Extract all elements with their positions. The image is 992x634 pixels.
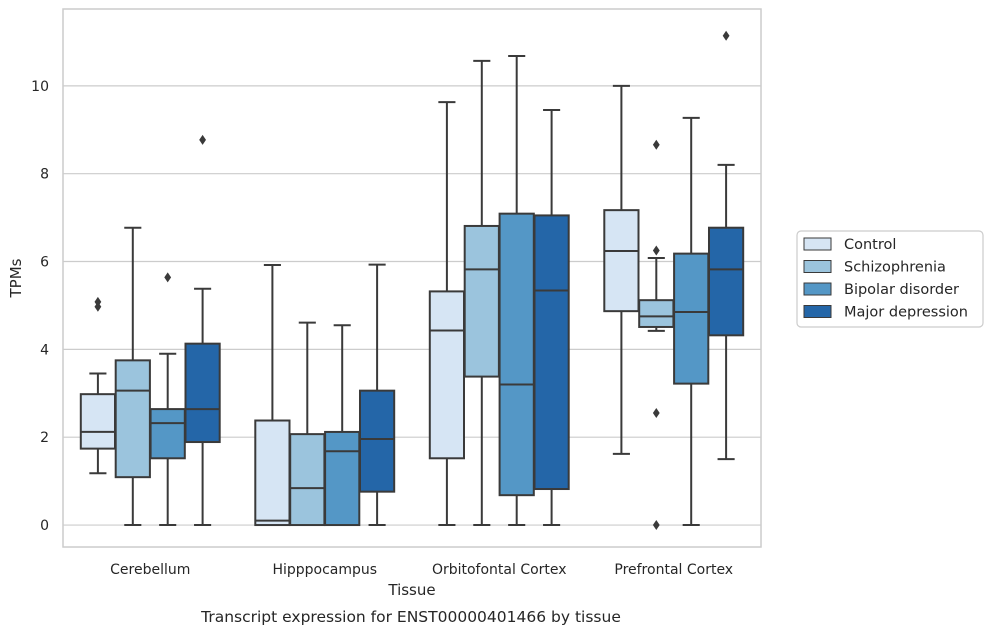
figure-caption: Transcript expression for ENST0000040146… [200,608,621,626]
legend-frame [796,230,984,328]
legend: Control Schizophrenia Bipolar disorder Majo… [796,230,984,328]
box-iqr [289,433,326,527]
outlier-marker [652,520,660,531]
x-tick-label: Orbitofontal Cortex [432,562,567,578]
outlier-marker [94,296,102,307]
boxes [79,30,745,531]
y-tick-label: 4 [40,342,49,358]
box-iqr [184,342,221,444]
y-tick-label: 10 [31,79,49,95]
legend-label: Control [844,237,896,253]
outlier-marker [652,139,660,150]
box-iqr [254,419,291,527]
outlier-marker [652,408,660,419]
y-tick-label: 6 [40,255,49,271]
legend-swatch [803,237,832,251]
legend-label: Bipolar disorder [844,282,959,298]
box-iqr [149,408,186,460]
box-iqr [673,252,710,385]
box-3-2 [673,116,710,527]
box-2-3 [533,109,570,527]
box-3-3 [707,30,745,461]
plot-frame [62,8,762,548]
box-0-1 [114,226,151,527]
box-iqr [114,359,151,479]
box-iqr [498,212,535,497]
y-tick-label: 2 [40,430,49,446]
box-iqr [79,393,117,450]
x-tick-label: Hipppocampus [272,562,377,578]
box-1-3 [358,263,396,527]
box-2-0 [428,101,466,527]
y-tick-labels: 0 2 4 6 8 10 [31,79,49,534]
box-0-3 [184,134,221,527]
x-tick-labels: Cerebellum Hipppocampus Orbitofontal Corte… [110,562,733,578]
outlier-marker [652,245,660,256]
box-0-0 [79,296,117,475]
y-tick-label: 0 [40,518,49,534]
y-axis-label: TPMs [7,258,25,298]
x-tick-label: Prefrontal Cortex [614,562,733,578]
box-0-2 [149,272,186,527]
box-2-1 [463,59,500,527]
box-iqr [603,209,640,313]
legend-label: Schizophrenia [844,260,946,276]
box-1-0 [254,264,291,527]
outlier-marker [199,134,206,145]
x-axis-label: Tissue [387,581,435,599]
legend-label: Major depression [844,305,968,321]
outlier-marker [722,30,730,41]
box-1-2 [324,324,361,527]
box-3-1 [638,139,675,531]
box-iqr [463,224,500,378]
box-iqr [707,226,745,337]
legend-swatch [803,260,832,273]
legend-swatch [803,305,832,318]
box-1-1 [289,321,326,527]
box-iqr [324,430,361,527]
legend-swatch [803,282,832,296]
box-iqr [638,299,675,328]
box-iqr [358,389,396,493]
box-iqr [533,214,570,491]
box-2-2 [498,54,535,527]
box-3-0 [603,84,640,455]
x-tick-label: Cerebellum [110,562,190,578]
outlier-marker [164,272,172,283]
y-tick-label: 8 [40,167,49,183]
box-iqr [428,290,466,460]
